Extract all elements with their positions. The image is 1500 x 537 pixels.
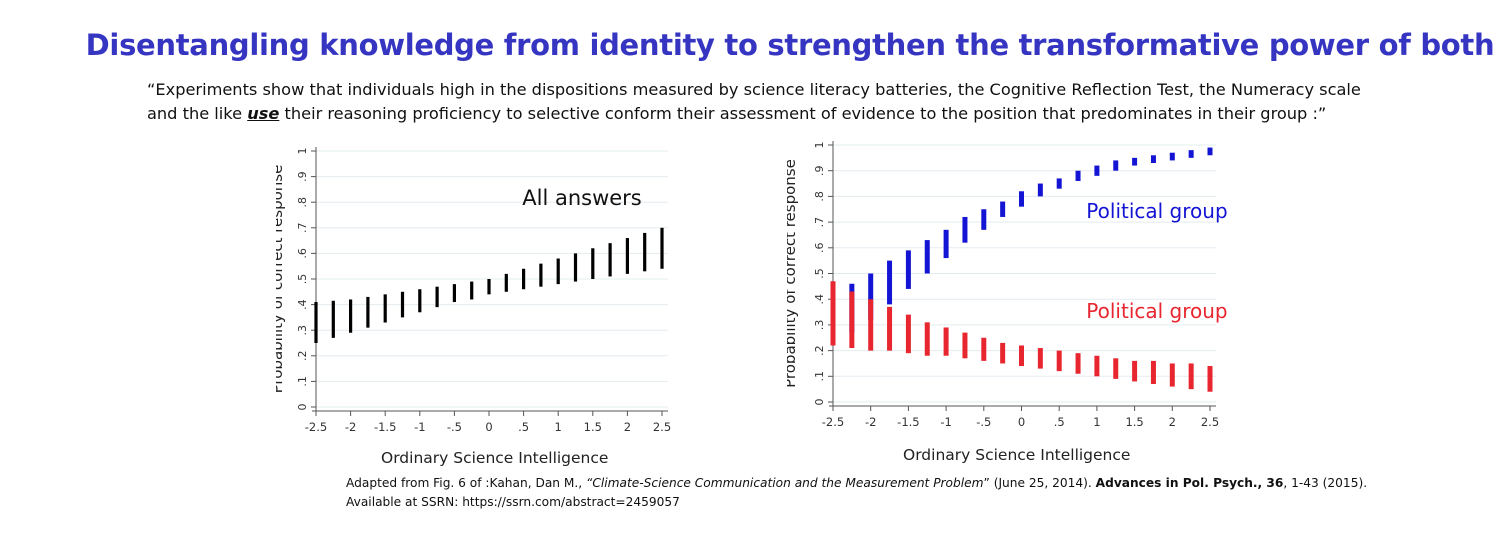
citation-journal: Advances in Pol. Psych., 36: [1095, 476, 1284, 490]
slide-title: Disentangling knowledge from identity to…: [85, 28, 1495, 62]
chart1-x-tick-label: -.5: [447, 420, 462, 434]
chart2-y-tick-label: .9: [813, 165, 826, 176]
chart1-x-tick-label: -2.5: [305, 420, 327, 434]
citation-title: “Climate-Science Communication and the M…: [586, 476, 984, 490]
chart2-y-tick-label: 0: [813, 399, 826, 406]
chart2-x-tick-label: -1: [940, 415, 951, 429]
citation: Adapted from Fig. 6 of :Kahan, Dan M., “…: [346, 474, 1367, 512]
citation-pre: Adapted from Fig. 6 of :Kahan, Dan M.,: [346, 476, 587, 490]
chart1-y-tick-label: .2: [296, 351, 309, 362]
quote-line-2-pre: and the like: [147, 104, 248, 123]
chart1-x-tick-label: 1: [555, 420, 562, 434]
chart2-x-tick-label: 2: [1169, 415, 1176, 429]
chart2-x-tick-label: 1.5: [1125, 415, 1143, 429]
chart2-x-tick-label: -1.5: [897, 415, 919, 429]
chart2-x-tick-label: -.5: [976, 415, 991, 429]
chart1-y-tick-label: .1: [296, 376, 309, 387]
chart1-y-tick-label: .8: [296, 197, 309, 208]
chart2-legend-group-b: Political group B: [1086, 299, 1230, 323]
chart1-y-tick-label: 1: [296, 148, 309, 155]
chart-political-groups: 0 .1 .2 .3 .4 .5 .6 .7 .8 .9 1 -2.5 -2 -1.5 -1 -.5 0 .5 1 1…: [787, 133, 1230, 445]
chart2-y-tick-label: 1: [813, 142, 826, 149]
chart2-x-tick-label: 1: [1093, 415, 1100, 429]
quote-text: “Experiments show that individuals high …: [147, 78, 1467, 126]
chart1-y-tick-label: .5: [296, 274, 309, 285]
chart1-y-tick-label: 0: [296, 404, 309, 411]
chart-all-answers-xlabel: Ordinary Science Intelligence: [381, 449, 609, 467]
quote-line-1: “Experiments show that individuals high …: [147, 80, 1361, 99]
chart1-x-tick-label: -1.5: [374, 420, 396, 434]
chart2-x-tick-label: .5: [1054, 415, 1065, 429]
quote-emphasis-use: use: [247, 104, 280, 123]
chart2-y-tick-label: .5: [813, 268, 826, 279]
chart2-ylabel: Probability of correct response: [787, 159, 799, 388]
chart1-y-tick-label: .9: [296, 171, 309, 182]
citation-line-1: Adapted from Fig. 6 of :Kahan, Dan M., “…: [346, 474, 1367, 493]
chart1-y-tick-label: .3: [296, 325, 309, 336]
chart2-y-tick-label: .3: [813, 320, 826, 331]
citation-post: , 1-43 (2015).: [1283, 476, 1368, 490]
chart2-x-tick-label: 0: [1018, 415, 1025, 429]
chart1-y-tick-label: .4: [296, 299, 309, 310]
chart1-x-tick-label: 2.5: [653, 420, 671, 434]
chart2-y-tick-label: .1: [813, 371, 826, 382]
quote-line-2: and the like use their reasoning profici…: [147, 102, 1467, 126]
chart1-annotation: All answers: [522, 186, 642, 210]
chart2-x-tick-label: -2.5: [822, 415, 844, 429]
chart-political-groups-svg: 0 .1 .2 .3 .4 .5 .6 .7 .8 .9 1 -2.5 -2 -1.5 -1 -.5 0 .5 1 1…: [787, 141, 1230, 429]
chart-all-answers-svg: 0 .1 .2 .3 .4 .5 .6 .7 .8 .9 1 -2.5 -2 -1.5 -1 -.5 0 .5 1 1…: [276, 147, 671, 434]
chart1-y-tick-label: .6: [296, 248, 309, 259]
chart-political-groups-xlabel: Ordinary Science Intelligence: [903, 446, 1131, 464]
chart1-ylabel: Probability of correct response: [276, 165, 286, 394]
chart2-x-tick-label: 2.5: [1201, 415, 1219, 429]
chart2-y-tick-label: .8: [813, 191, 826, 202]
chart1-x-tick-label: 1.5: [584, 420, 602, 434]
chart2-y-tick-label: .4: [813, 294, 826, 305]
chart1-x-tick-label: -1: [414, 420, 425, 434]
chart2-x-tick-label: -2: [865, 415, 876, 429]
chart1-x-tick-label: 0: [485, 420, 492, 434]
chart2-legend-group-a: Political group A: [1086, 199, 1230, 223]
chart2-y-tick-label: .2: [813, 345, 826, 356]
chart1-y-tick-label: .7: [296, 223, 309, 234]
citation-line-2: Available at SSRN: https://ssrn.com/abst…: [346, 495, 680, 509]
chart2-y-tick-label: .7: [813, 217, 826, 228]
chart1-x-tick-label: -2: [345, 420, 356, 434]
chart2-y-tick-label: .6: [813, 243, 826, 254]
citation-mid: ” (June 25, 2014).: [983, 476, 1096, 490]
chart1-x-tick-label: 2: [624, 420, 631, 434]
chart-all-answers: 0 .1 .2 .3 .4 .5 .6 .7 .8 .9 1 -2.5 -2 -1.5 -1 -.5 0 .5 1 1…: [276, 130, 682, 450]
quote-line-2-post: their reasoning proficiency to selective…: [279, 104, 1327, 123]
chart1-x-tick-label: .5: [518, 420, 529, 434]
